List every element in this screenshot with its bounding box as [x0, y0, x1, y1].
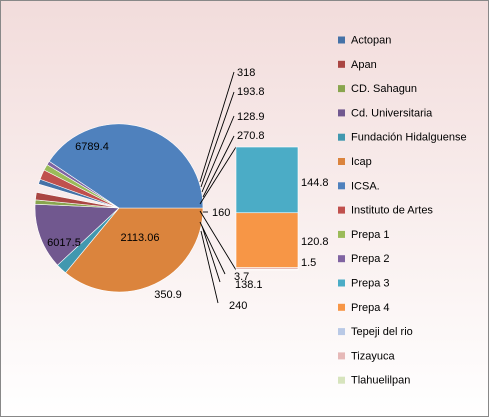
data-label-cd-universitaria: 2113.06 [121, 232, 160, 244]
legend-label-icsa: ICSA. [351, 180, 380, 192]
legend-label-tepeji-del-rio: Tepeji del rio [351, 326, 413, 338]
pie-slice-icap [65, 207, 204, 293]
main-pie [34, 123, 204, 293]
legend-label-apan: Apan [351, 59, 377, 71]
data-label-fundacion-hidalguense: 350.9 [154, 289, 182, 301]
legend-label-prepa-2: Prepa 2 [351, 253, 390, 265]
leader-line [201, 115, 235, 193]
legend: Actopan Apan CD. Sahagun Cd. Universitaria F… [338, 35, 467, 387]
legend-swatch-cd-universitaria [338, 109, 345, 117]
leader-line [200, 91, 235, 188]
data-label-prepa-4: 120.8 [301, 236, 329, 248]
legend-swatch-tlahuelilpan [338, 376, 345, 384]
leader-line [199, 146, 237, 205]
data-label: 318 [237, 67, 255, 79]
stack-segment-prepa-3 [235, 146, 299, 214]
leader-line [201, 225, 221, 283]
data-label: 160 [212, 207, 230, 219]
leader-line [202, 135, 235, 198]
leader-lines [199, 71, 237, 304]
legend-label-instituto-de-artes: Instituto de Artes [351, 205, 433, 217]
pie-slice-cd-universitaria [34, 203, 120, 266]
legend-label-prepa-4: Prepa 4 [351, 302, 390, 314]
pie-slice-icsa [48, 123, 204, 209]
stack-segment-prepa-4 [235, 212, 299, 268]
leader-line [199, 210, 237, 271]
legend-swatch-tepeji-del-rio [338, 328, 345, 336]
legend-swatch-tizayuca [338, 352, 345, 360]
legend-label-prepa-1: Prepa 1 [351, 229, 390, 241]
data-label: 138.1 [235, 279, 263, 291]
legend-label-tlahuelilpan: Tlahuelilpan [351, 375, 410, 387]
leader-line [199, 71, 235, 183]
legend-swatch-icap [338, 158, 345, 165]
data-labels: 6789.4 6017.5 2113.06 350.9 318 193.8 128.9 270… [47, 67, 328, 312]
legend-swatch-prepa-2 [338, 255, 345, 263]
legend-label-actopan: Actopan [351, 35, 391, 47]
legend-label-cd-sahagun: CD. Sahagun [351, 83, 417, 95]
legend-swatch-icsa [338, 182, 345, 190]
legend-swatch-instituto-de-artes [338, 206, 345, 214]
legend-swatch-prepa-4 [338, 303, 345, 311]
data-label: 193.8 [237, 86, 265, 98]
stack-segment-tlahuelilpan [235, 269, 299, 271]
legend-swatch-prepa-3 [338, 279, 345, 287]
legend-swatch-prepa-1 [338, 230, 345, 238]
secondary-stack [235, 146, 299, 271]
data-label: 128.9 [237, 111, 265, 123]
legend-swatch-fundacion-hidalguense [338, 133, 345, 141]
leader-line [199, 221, 226, 275]
legend-swatch-actopan [338, 36, 345, 44]
legend-swatch-apan [338, 60, 345, 68]
legend-swatch-cd-sahagun [338, 85, 345, 93]
data-label: 270.8 [237, 130, 265, 142]
legend-label-prepa-3: Prepa 3 [351, 278, 390, 290]
data-label: 240 [229, 300, 247, 312]
pie-slice-apan [35, 191, 120, 209]
data-label-icap: 6017.5 [47, 237, 81, 249]
legend-label-fundacion-hidalguense: Fundación Hidalguense [351, 132, 467, 144]
data-label: 3.7 [234, 271, 249, 283]
data-label-icsa: 6789.4 [75, 141, 109, 153]
data-label-prepa-3: 144.8 [301, 177, 329, 189]
legend-label-cd-universitaria: Cd. Universitaria [351, 107, 433, 119]
data-label-tlahuelilpan: 1.5 [301, 257, 316, 269]
legend-label-icap: Icap [351, 156, 372, 168]
legend-label-tizayuca: Tizayuca [351, 350, 395, 362]
leader-line [200, 230, 219, 304]
